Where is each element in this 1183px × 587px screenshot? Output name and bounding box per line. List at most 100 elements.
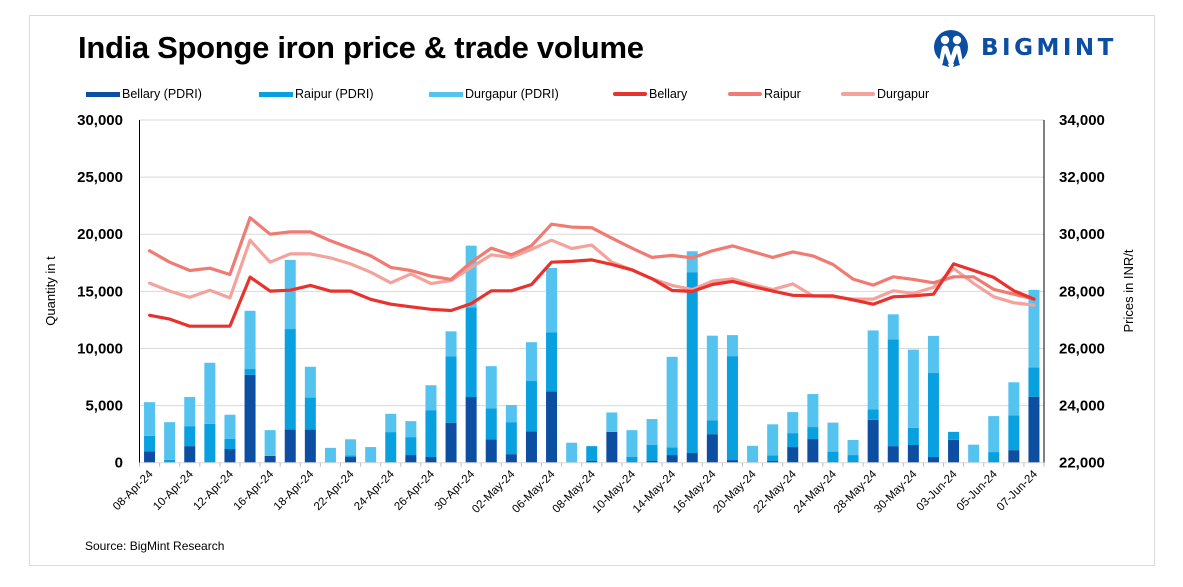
bar-raipur-pdri (726, 356, 738, 461)
bar-bellary-pdri (525, 431, 537, 463)
legend-label: Durgapur (PDRI) (465, 87, 559, 101)
legend-item-bellary-pdri: Bellary (PDRI) (86, 87, 202, 101)
bigmint-people-icon (934, 30, 968, 67)
legend-swatch (728, 92, 762, 96)
chart-card (29, 15, 1155, 566)
x-tick-label: 22-Apr-24 (312, 468, 357, 513)
legend-label: Raipur (764, 87, 801, 101)
bar-durgapur-pdri (365, 447, 377, 463)
bar-raipur-pdri (686, 272, 698, 453)
bar-durgapur-pdri (304, 366, 316, 398)
legend-swatch (429, 91, 463, 97)
y2-tick-label: 26,000 (1059, 340, 1105, 357)
bar-durgapur-pdri (807, 394, 819, 428)
bar-raipur-pdri (787, 433, 799, 448)
bar-durgapur-pdri (626, 430, 638, 457)
bar-durgapur-pdri (887, 314, 899, 340)
y2-axis-title: Prices in INR/t (1121, 249, 1136, 332)
x-tick-label: 10-Apr-24 (151, 468, 196, 513)
bar-durgapur-pdri (867, 330, 879, 410)
bar-durgapur-pdri (747, 445, 759, 463)
legend-item-raipur: Raipur (728, 87, 801, 101)
bar-bellary-pdri (505, 454, 517, 463)
bar-raipur-pdri (425, 410, 437, 457)
bar-raipur-pdri (586, 446, 598, 461)
bar-durgapur-pdri (767, 424, 779, 456)
x-tick-label: 12-Apr-24 (191, 468, 236, 513)
bar-durgapur-pdri (345, 439, 357, 456)
bar-durgapur-pdri (485, 366, 497, 409)
bar-bellary-pdri (184, 446, 196, 463)
bar-raipur-pdri (847, 455, 859, 463)
bar-raipur-pdri (827, 451, 839, 463)
x-tick-label: 05-Jun-24 (955, 468, 1001, 514)
bar-durgapur-pdri (1008, 382, 1020, 416)
bar-bellary-pdri (1028, 396, 1040, 463)
x-tick-label: 26-Apr-24 (392, 468, 437, 513)
bar-durgapur-pdri (907, 349, 919, 428)
bar-durgapur-pdri (184, 397, 196, 427)
bar-raipur-pdri (244, 369, 256, 375)
legend-label: Bellary (PDRI) (122, 87, 202, 101)
bar-raipur-pdri (465, 307, 477, 398)
bar-durgapur-pdri (787, 412, 799, 434)
bar-bellary-pdri (948, 439, 960, 463)
line-raipur (148, 216, 1036, 301)
x-tick-label: 08-Apr-24 (111, 468, 156, 513)
bar-bellary-pdri (284, 429, 296, 463)
bar-durgapur-pdri (1028, 289, 1040, 368)
legend-swatch (259, 91, 293, 97)
legend-item-raipur-pdri: Raipur (PDRI) (259, 87, 374, 101)
source-note: Source: BigMint Research (85, 539, 225, 553)
bar-raipur-pdri (284, 329, 296, 430)
bar-durgapur-pdri (204, 362, 216, 424)
legend-swatch (613, 92, 647, 96)
legend-swatch (841, 92, 875, 96)
y-tick-label: 25,000 (77, 169, 123, 186)
chart-title: India Sponge iron price & trade volume (78, 30, 644, 65)
bar-bellary-pdri (646, 460, 658, 463)
bar-bellary-pdri (1008, 450, 1020, 463)
x-tick-label: 30-May-24 (872, 468, 920, 516)
bar-durgapur-pdri (606, 412, 618, 432)
bar-raipur-pdri (304, 397, 316, 430)
bar-bellary-pdri (706, 434, 718, 463)
x-tick-label: 18-Apr-24 (272, 468, 317, 513)
bar-durgapur-pdri (546, 267, 558, 333)
bar-raipur-pdri (646, 444, 658, 461)
bar-bellary-pdri (144, 451, 156, 463)
bar-durgapur-pdri (726, 335, 738, 357)
bar-raipur-pdri (948, 431, 960, 440)
price-lines (148, 216, 1036, 328)
x-tick-label: 07-Jun-24 (995, 468, 1041, 514)
bar-bellary-pdri (405, 455, 417, 463)
bar-raipur-pdri (144, 435, 156, 452)
bars (144, 245, 1040, 463)
bar-bellary-pdri (807, 439, 819, 463)
bar-durgapur-pdri (264, 430, 276, 456)
bar-durgapur-pdri (224, 414, 236, 439)
bar-bellary-pdri (887, 446, 899, 463)
bar-bellary-pdri (907, 444, 919, 463)
bar-bellary-pdri (224, 448, 236, 463)
y2-tick-label: 28,000 (1059, 283, 1105, 300)
bar-raipur-pdri (525, 381, 537, 432)
legend-label: Durgapur (877, 87, 930, 101)
bar-raipur-pdri (546, 332, 558, 392)
bar-raipur-pdri (706, 420, 718, 435)
brand-name: BIGMINT (981, 35, 1117, 61)
bar-raipur-pdri (988, 452, 1000, 463)
bar-bellary-pdri (244, 374, 256, 463)
bar-bellary-pdri (445, 422, 457, 463)
y-tick-label: 10,000 (77, 340, 123, 357)
line-bellary (148, 258, 1036, 328)
legend-item-durgapur-pdri: Durgapur (PDRI) (429, 87, 559, 101)
bar-durgapur-pdri (405, 421, 417, 438)
y-tick-label: 15,000 (77, 283, 123, 300)
y-tick-label: 0 (115, 455, 123, 472)
bar-bellary-pdri (304, 429, 316, 463)
y-axis-title: Quantity in t (43, 256, 58, 326)
brand-logo: BIGMINT (933, 29, 1117, 67)
bar-bellary-pdri (606, 431, 618, 463)
